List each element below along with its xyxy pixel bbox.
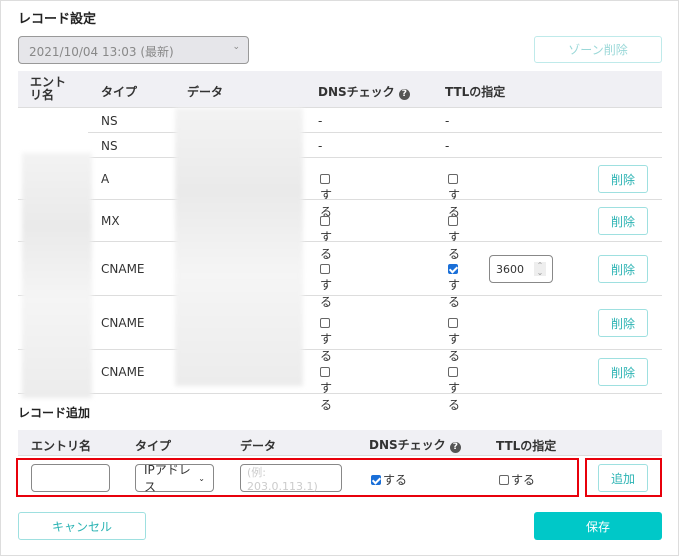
redacted-data: [175, 108, 303, 386]
ttl-check[interactable]: する: [448, 214, 460, 262]
version-select-value: 2021/10/04 13:03 (最新): [29, 45, 174, 59]
checkbox[interactable]: [499, 475, 509, 485]
delete-button[interactable]: 削除: [598, 358, 648, 386]
add-col-data: データ: [240, 439, 277, 453]
ttl-check[interactable]: する: [448, 262, 460, 310]
checkbox-label: する: [511, 473, 536, 487]
checkbox[interactable]: [320, 216, 330, 226]
checkbox-label: する: [320, 332, 333, 363]
row-divider: [18, 393, 662, 394]
record-type: CNAME: [101, 262, 145, 276]
delete-button[interactable]: 削除: [598, 165, 648, 193]
ttl-check[interactable]: する: [448, 172, 460, 220]
checkbox-label: する: [448, 230, 461, 261]
record-type: CNAME: [101, 365, 145, 379]
add-table-header: [18, 430, 662, 456]
ttl-check[interactable]: する: [448, 316, 460, 364]
spinner-icon[interactable]: ⌃ ⌄: [534, 262, 546, 277]
add-row-highlight: [16, 458, 579, 497]
checkbox[interactable]: [320, 318, 330, 328]
record-settings-title: レコード設定: [18, 12, 97, 27]
save-button[interactable]: 保存: [534, 512, 662, 540]
delete-button[interactable]: 削除: [598, 255, 648, 283]
record-type: A: [101, 172, 110, 186]
checkbox-label: する: [320, 381, 333, 412]
record-type: CNAME: [101, 316, 145, 330]
row-divider: [88, 157, 662, 158]
add-col-dns-check-label: DNSチェック: [369, 438, 446, 452]
help-icon[interactable]: ?: [398, 89, 410, 100]
entry-name-input[interactable]: [31, 464, 110, 492]
dns-check[interactable]: する: [320, 365, 332, 413]
add-col-type: タイプ: [135, 439, 172, 453]
add-col-entry: エントリ名: [31, 439, 92, 453]
zone-delete-button[interactable]: ゾーン削除: [534, 36, 662, 63]
ttl-value: 3600: [496, 262, 524, 276]
checkbox-label: する: [448, 188, 461, 219]
cancel-button[interactable]: キャンセル: [18, 512, 146, 540]
checkbox-checked[interactable]: [371, 475, 381, 485]
record-type: NS: [101, 138, 118, 153]
checkbox[interactable]: [320, 367, 330, 377]
ttl-value: -: [445, 138, 450, 153]
checkbox-label: する: [383, 473, 408, 487]
add-button-highlight: [585, 458, 662, 497]
checkbox[interactable]: [448, 216, 458, 226]
checkbox-label: する: [448, 332, 461, 363]
dns-check[interactable]: する: [320, 316, 332, 364]
checkbox[interactable]: [320, 174, 330, 184]
row-divider: [18, 241, 662, 242]
dns-check[interactable]: する: [320, 172, 332, 220]
delete-button[interactable]: 削除: [598, 207, 648, 235]
add-col-ttl: TTLの指定: [496, 439, 557, 453]
redacted-entry-names: [22, 153, 92, 398]
col-ttl: TTLの指定: [445, 85, 506, 99]
help-icon[interactable]: ?: [449, 442, 461, 453]
record-type: MX: [101, 214, 120, 228]
checkbox-label: する: [448, 278, 461, 309]
checkbox[interactable]: [320, 264, 330, 274]
dns-check[interactable]: する: [320, 262, 332, 310]
record-type: NS: [101, 113, 118, 128]
row-divider: [88, 132, 662, 133]
type-select-value: IPアドレス: [144, 463, 191, 494]
records-table-header: [18, 71, 662, 108]
col-entry: エントリ名: [30, 75, 67, 102]
row-divider: [18, 349, 662, 350]
add-dns-check[interactable]: する: [371, 471, 407, 488]
version-select[interactable]: 2021/10/04 13:03 (最新) ⌄: [18, 36, 249, 64]
checkbox-label: する: [320, 278, 333, 309]
checkbox-label: する: [448, 381, 461, 412]
col-type: タイプ: [101, 85, 138, 99]
ttl-value-input[interactable]: 3600 ⌃ ⌄: [489, 255, 553, 283]
dns-check[interactable]: する: [320, 214, 332, 262]
checkbox-label: する: [320, 230, 333, 261]
col-dns-check: DNSチェック ?: [318, 83, 410, 100]
checkbox[interactable]: [448, 318, 458, 328]
type-select[interactable]: IPアドレス ⌄: [135, 463, 214, 494]
row-divider: [18, 295, 662, 296]
add-ttl-check[interactable]: する: [499, 471, 535, 488]
col-data: データ: [187, 85, 224, 99]
chevron-down-icon: ⌄: [198, 473, 205, 483]
data-input[interactable]: (例: 203.0.113.1): [240, 464, 342, 493]
checkbox-label: する: [320, 188, 333, 219]
ttl-value: -: [445, 113, 450, 128]
checkbox[interactable]: [448, 367, 458, 377]
chevron-down-icon: ⌄: [232, 42, 240, 52]
checkbox[interactable]: [448, 174, 458, 184]
col-dns-check-label: DNSチェック: [318, 85, 395, 99]
row-divider: [18, 199, 662, 200]
ttl-check[interactable]: する: [448, 365, 460, 413]
delete-button[interactable]: 削除: [598, 309, 648, 337]
dns-check-value: -: [318, 113, 323, 128]
dns-check-value: -: [318, 138, 323, 153]
add-col-dns-check: DNSチェック ?: [369, 436, 461, 453]
add-button[interactable]: 追加: [598, 464, 648, 492]
record-add-title: レコード追加: [18, 406, 91, 420]
checkbox[interactable]: [448, 264, 458, 274]
